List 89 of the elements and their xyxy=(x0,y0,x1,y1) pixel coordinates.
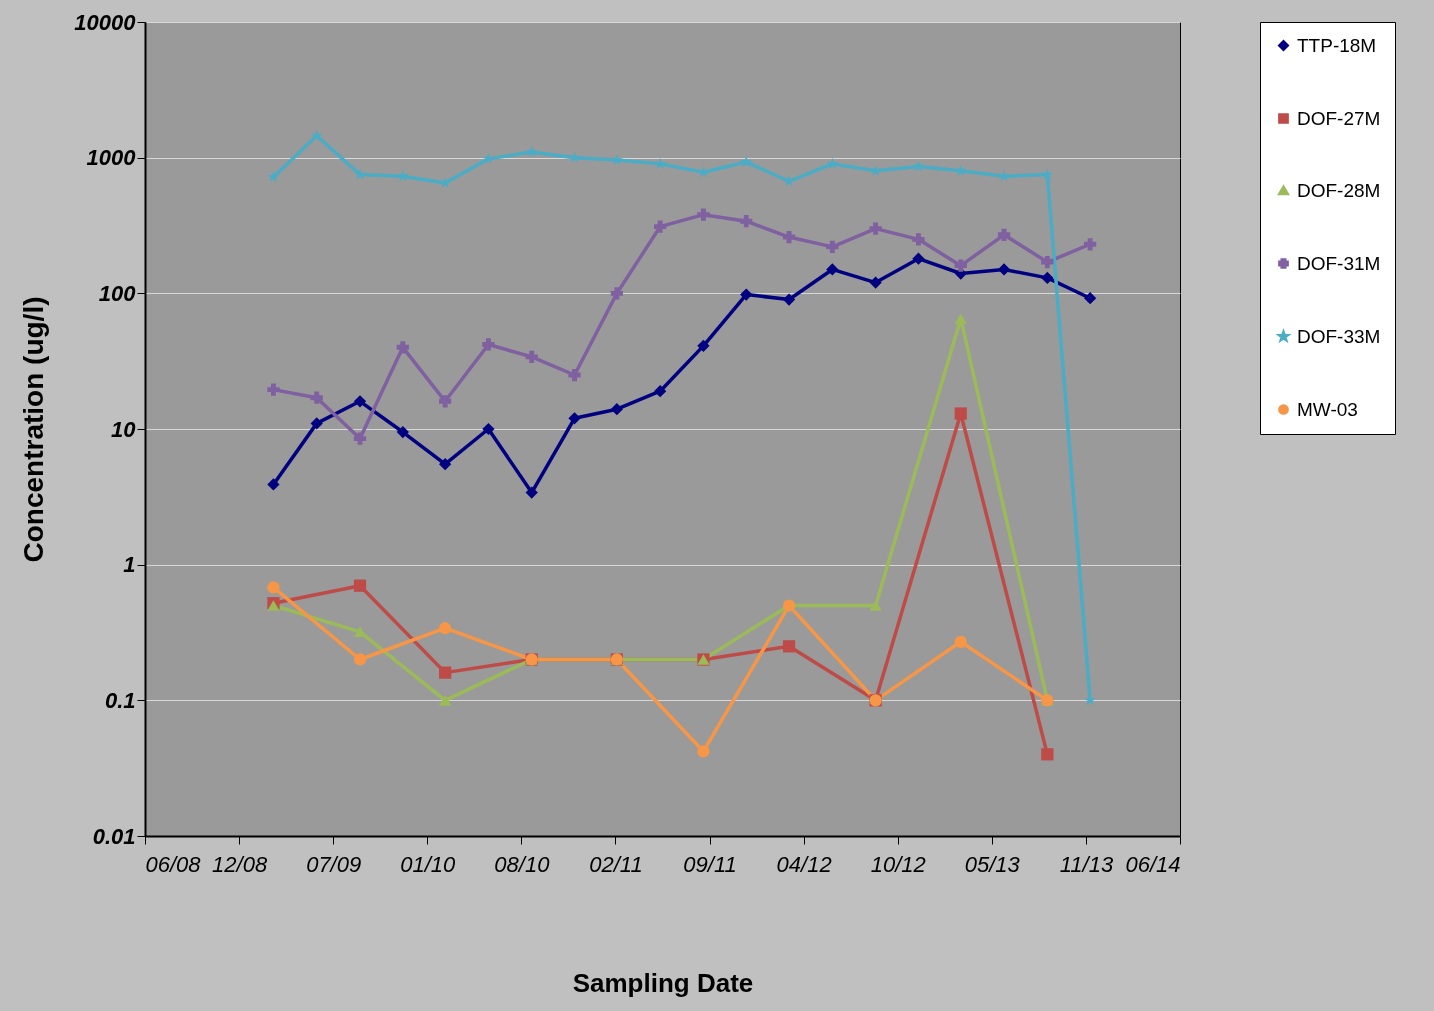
point xyxy=(869,600,882,611)
y-tick-label: 1000 xyxy=(86,145,137,171)
point xyxy=(869,276,882,289)
point xyxy=(654,385,667,398)
point xyxy=(439,622,452,635)
y-tick-label: 10000 xyxy=(74,9,137,35)
point xyxy=(697,208,710,221)
legend-label: DOF-28M xyxy=(1297,179,1381,201)
point xyxy=(439,666,452,679)
point xyxy=(912,233,925,246)
point xyxy=(267,170,280,182)
point xyxy=(354,168,366,180)
point xyxy=(267,581,280,594)
point xyxy=(782,230,796,244)
point xyxy=(525,350,538,364)
point xyxy=(310,417,323,430)
point xyxy=(1084,238,1097,251)
point xyxy=(997,228,1011,241)
x-tick-label: 06/14 xyxy=(1125,851,1181,877)
x-tick-label: 09/11 xyxy=(683,851,737,877)
point xyxy=(439,395,452,408)
point xyxy=(610,403,623,416)
x-tick-label: 01/10 xyxy=(400,851,457,877)
point xyxy=(310,129,323,141)
point xyxy=(697,745,710,758)
legend-label: TTP-18M xyxy=(1297,34,1377,56)
point xyxy=(396,170,409,182)
x-axis-title: Sampling Date xyxy=(572,967,754,998)
point xyxy=(826,263,839,276)
point xyxy=(482,338,495,351)
point xyxy=(267,383,280,396)
point xyxy=(568,368,581,382)
x-tick-label: 08/10 xyxy=(494,851,551,877)
point xyxy=(1084,292,1097,305)
legend-label: DOF-27M xyxy=(1297,107,1381,129)
point xyxy=(396,425,409,439)
point xyxy=(869,222,882,235)
point xyxy=(568,412,581,425)
point xyxy=(954,313,967,325)
point xyxy=(954,407,967,420)
point xyxy=(954,635,967,648)
legend-label: MW-03 xyxy=(1297,398,1358,420)
point xyxy=(782,640,796,653)
legend-label: DOF-31M xyxy=(1297,252,1381,274)
x-tick-label: 12/08 xyxy=(212,851,268,877)
point xyxy=(697,339,710,352)
point xyxy=(1041,271,1054,284)
x-tick-label: 04/12 xyxy=(776,851,832,877)
y-tick-label: 0.01 xyxy=(92,823,136,849)
y-tick-label: 100 xyxy=(98,280,137,306)
point xyxy=(912,252,925,265)
point xyxy=(912,160,925,172)
point xyxy=(740,215,753,228)
point xyxy=(439,695,452,706)
point xyxy=(353,653,367,666)
point xyxy=(353,579,367,592)
point xyxy=(568,151,581,163)
point xyxy=(826,157,839,169)
y-tick-label: 0.1 xyxy=(104,687,136,713)
point xyxy=(1041,168,1054,180)
y-axis-title: Concentration (ug/l) xyxy=(18,296,50,563)
point xyxy=(310,391,323,404)
x-tick-label: 06/08 xyxy=(145,851,202,877)
point xyxy=(482,422,495,436)
point xyxy=(439,458,452,471)
y-tick-label: 10 xyxy=(111,416,137,442)
point xyxy=(353,395,367,408)
point xyxy=(740,155,753,167)
point xyxy=(396,341,409,354)
point xyxy=(997,263,1011,276)
point xyxy=(353,432,367,445)
x-tick-label: 02/11 xyxy=(589,851,643,877)
point xyxy=(1041,255,1054,269)
point xyxy=(610,287,623,300)
legend-label: DOF-33M xyxy=(1297,325,1381,347)
x-tick-label: 10/12 xyxy=(870,851,926,877)
y-tick-label: 1 xyxy=(123,552,136,578)
x-tick-label: 05/13 xyxy=(964,851,1021,877)
point xyxy=(525,486,538,499)
x-tick-label: 11/13 xyxy=(1059,851,1114,877)
point xyxy=(267,478,280,491)
point xyxy=(654,220,667,233)
x-tick-label: 07/09 xyxy=(306,851,362,877)
point xyxy=(1041,748,1054,761)
point xyxy=(740,288,753,301)
point xyxy=(525,145,538,158)
point xyxy=(782,293,796,306)
point xyxy=(954,259,967,272)
point xyxy=(826,240,839,253)
